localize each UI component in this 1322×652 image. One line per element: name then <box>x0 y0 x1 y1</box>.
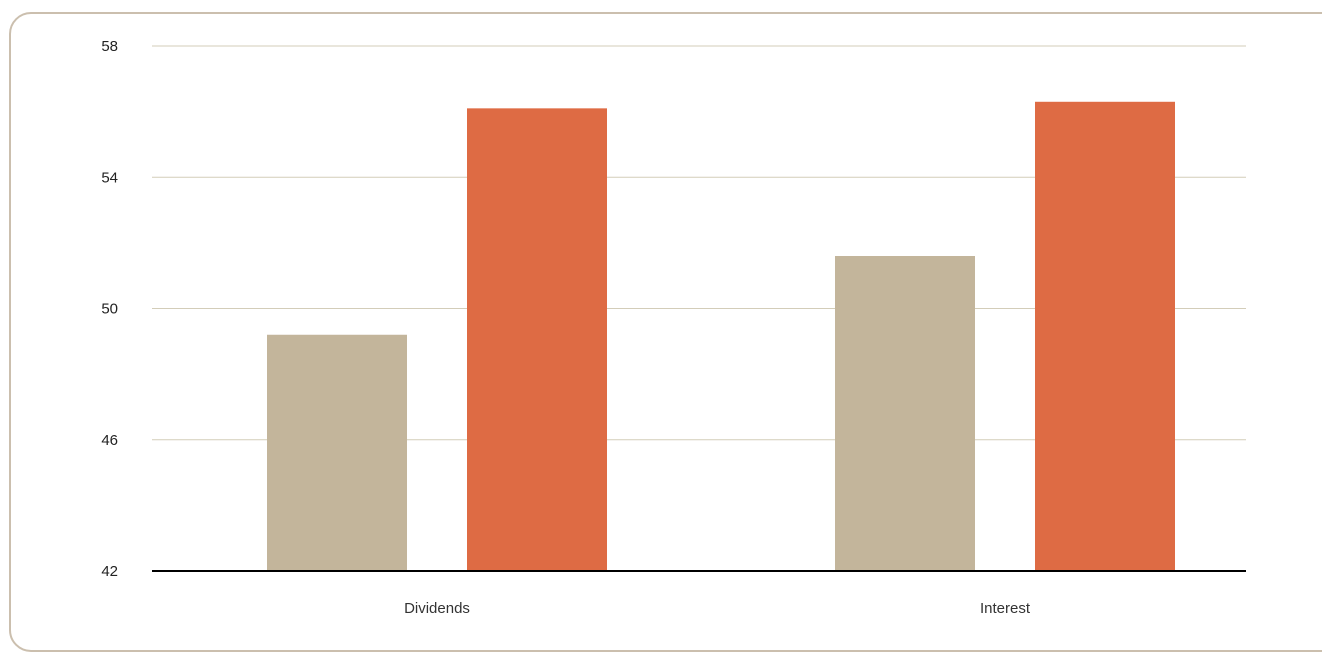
y-tick-labels: 58 54 50 46 42 <box>101 38 118 580</box>
y-tick-label: 46 <box>101 432 118 449</box>
bars <box>267 101 1175 571</box>
bar-dividends-2 <box>467 108 607 571</box>
y-tick-label: 50 <box>101 301 118 318</box>
y-tick-label: 42 <box>101 563 118 580</box>
bar-dividends-1 <box>267 334 407 571</box>
y-tick-label: 54 <box>101 169 118 186</box>
x-tick-label-dividends: Dividends <box>404 600 470 617</box>
bar-chart: 58 54 50 46 42 Dividends Interest <box>101 38 1246 617</box>
y-tick-label: 58 <box>101 38 118 55</box>
x-tick-labels: Dividends Interest <box>404 600 1031 617</box>
bar-interest-2 <box>1035 101 1175 571</box>
x-tick-label-interest: Interest <box>980 600 1031 617</box>
bar-interest-1 <box>835 256 975 571</box>
